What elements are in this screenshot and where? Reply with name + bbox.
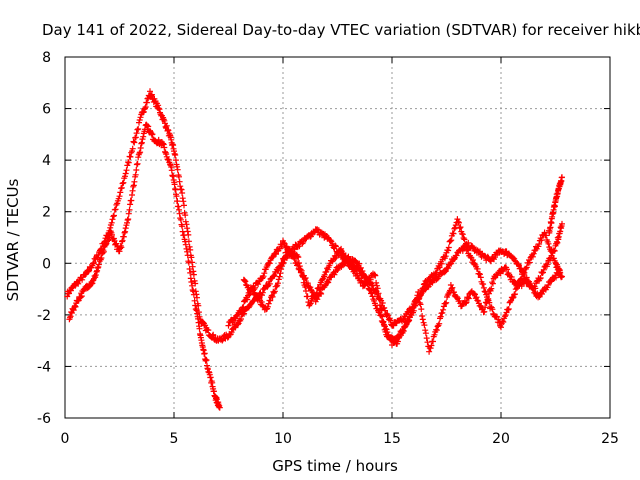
- grid: [65, 57, 610, 418]
- x-axis-label: GPS time / hours: [272, 457, 398, 475]
- data-point-markers: [546, 174, 565, 236]
- plot-marks: [64, 88, 565, 411]
- x-tick-label: 25: [601, 431, 619, 447]
- y-tick-label: 2: [42, 205, 51, 221]
- x-tick-label: 0: [61, 431, 70, 447]
- data-point-markers: [66, 121, 223, 411]
- chart-title: Day 141 of 2022, Sidereal Day-to-day VTE…: [42, 21, 640, 39]
- x-tick-label: 5: [170, 431, 179, 447]
- y-tick-label: -4: [37, 359, 51, 375]
- x-tick-label: 15: [383, 431, 401, 447]
- y-tick-label: 8: [42, 50, 51, 66]
- y-tick-label: -6: [37, 411, 51, 427]
- y-tick-label: -2: [37, 308, 51, 324]
- y-tick-label: 4: [42, 153, 51, 169]
- data-point-markers: [240, 245, 563, 355]
- series-trace-a: [64, 88, 565, 344]
- data-point-markers: [64, 88, 565, 344]
- ticks: 0 5 10 15 20 25 -6 -4 -2 0 2 4 6 8: [37, 50, 619, 447]
- y-tick-label: 6: [42, 102, 51, 118]
- y-axis-label: SDTVAR / TECUs: [4, 178, 22, 301]
- series-trace-d: [240, 245, 563, 355]
- x-tick-label: 10: [274, 431, 292, 447]
- plot-frame: [64, 56, 611, 419]
- x-tick-label: 20: [492, 431, 510, 447]
- y-tick-label: 0: [42, 256, 51, 272]
- series-trace-b: [66, 121, 223, 411]
- series-trace-e: [546, 174, 565, 236]
